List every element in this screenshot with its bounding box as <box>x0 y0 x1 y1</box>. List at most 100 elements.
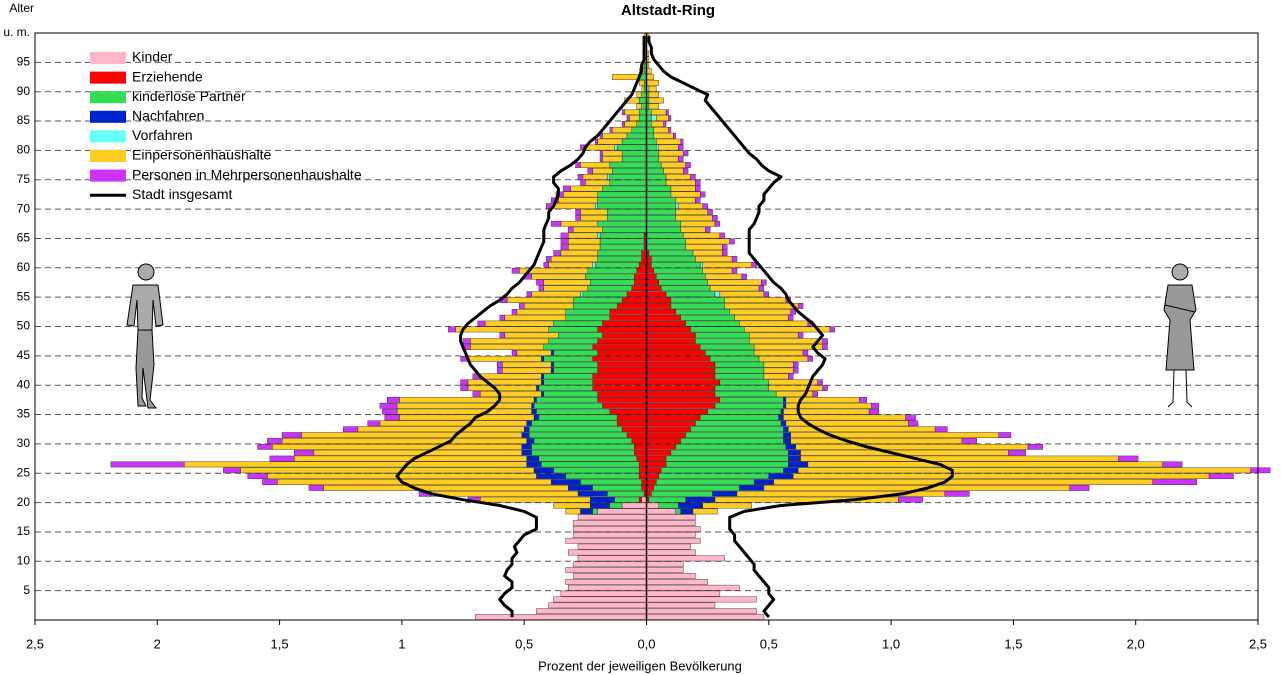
bar <box>519 303 524 308</box>
bar <box>715 391 776 396</box>
bar <box>656 115 668 120</box>
bar <box>566 509 581 514</box>
y-tick-label: 15 <box>17 524 31 538</box>
bar <box>566 579 647 584</box>
bar <box>656 274 705 279</box>
bar <box>380 403 397 408</box>
bar <box>715 374 764 379</box>
bar <box>566 567 647 572</box>
y-axis-title: Alter <box>9 1 34 15</box>
bar <box>654 127 669 132</box>
bar <box>708 280 762 285</box>
bar <box>497 368 502 373</box>
bar <box>722 245 727 250</box>
bar <box>536 474 565 479</box>
bar <box>642 86 644 91</box>
chart: Altstadt-Ring Prozent der jeweiligen Bev… <box>0 0 1281 675</box>
bar <box>781 409 783 414</box>
bar <box>647 544 691 549</box>
bar <box>715 362 764 367</box>
bar <box>649 250 693 255</box>
bar <box>573 521 646 526</box>
bar <box>544 280 590 285</box>
bar <box>713 491 737 496</box>
bar <box>647 532 696 537</box>
bar <box>262 479 277 484</box>
bar <box>695 180 700 185</box>
bar <box>651 262 700 267</box>
y-tick-label: 65 <box>17 231 31 245</box>
x-tick-label: 2,5 <box>1249 636 1267 651</box>
bar <box>686 239 730 244</box>
bar <box>651 256 695 261</box>
bar <box>549 262 593 267</box>
bar <box>588 286 632 291</box>
bar <box>869 409 879 414</box>
bar <box>607 491 644 496</box>
bar <box>532 274 586 279</box>
bar <box>681 438 784 443</box>
bar <box>639 497 641 502</box>
bar <box>554 362 598 367</box>
bar <box>532 403 534 408</box>
bar <box>551 368 553 373</box>
bar <box>544 344 593 349</box>
bar <box>764 374 788 379</box>
bar <box>617 421 646 426</box>
bar <box>463 339 470 344</box>
bar <box>725 303 798 308</box>
bar <box>710 286 759 291</box>
bar <box>661 286 710 291</box>
bar <box>532 409 537 414</box>
bar <box>813 391 818 396</box>
bar <box>669 115 671 120</box>
x-tick-label: 1,0 <box>882 636 900 651</box>
bar <box>184 462 526 467</box>
bar <box>598 233 600 238</box>
bar <box>532 450 635 455</box>
bar <box>593 509 598 514</box>
bar <box>764 292 769 297</box>
bar <box>935 427 947 432</box>
bar <box>622 297 646 302</box>
bar <box>664 168 684 173</box>
y-tick-label: 75 <box>17 172 31 186</box>
bar <box>647 233 684 238</box>
bar <box>681 509 693 514</box>
bar <box>573 526 646 531</box>
bar <box>598 509 647 514</box>
bar <box>598 397 647 402</box>
bar <box>527 456 539 461</box>
bar <box>585 274 634 279</box>
bar <box>647 227 681 232</box>
bar <box>593 485 642 490</box>
bar <box>576 215 581 220</box>
bar <box>576 209 581 214</box>
bar <box>686 432 784 437</box>
y-tick-label: 85 <box>17 113 31 127</box>
bar <box>659 503 679 508</box>
bar <box>527 438 534 443</box>
bar <box>649 104 659 109</box>
bar <box>788 450 800 455</box>
bar <box>534 468 554 473</box>
bar <box>671 303 725 308</box>
bar <box>277 479 551 484</box>
bar <box>1028 444 1043 449</box>
bar <box>695 339 749 344</box>
bar <box>580 209 607 214</box>
bar <box>600 239 644 244</box>
bar <box>651 491 712 496</box>
bar <box>1153 479 1197 484</box>
bar <box>478 321 485 326</box>
bar <box>602 333 646 338</box>
bar <box>647 432 686 437</box>
bar <box>647 268 654 273</box>
bar <box>358 427 524 432</box>
bar <box>637 92 642 97</box>
bar <box>561 591 647 596</box>
bar <box>544 356 593 361</box>
bar <box>517 350 551 355</box>
bar <box>270 456 294 461</box>
bar <box>676 198 696 203</box>
